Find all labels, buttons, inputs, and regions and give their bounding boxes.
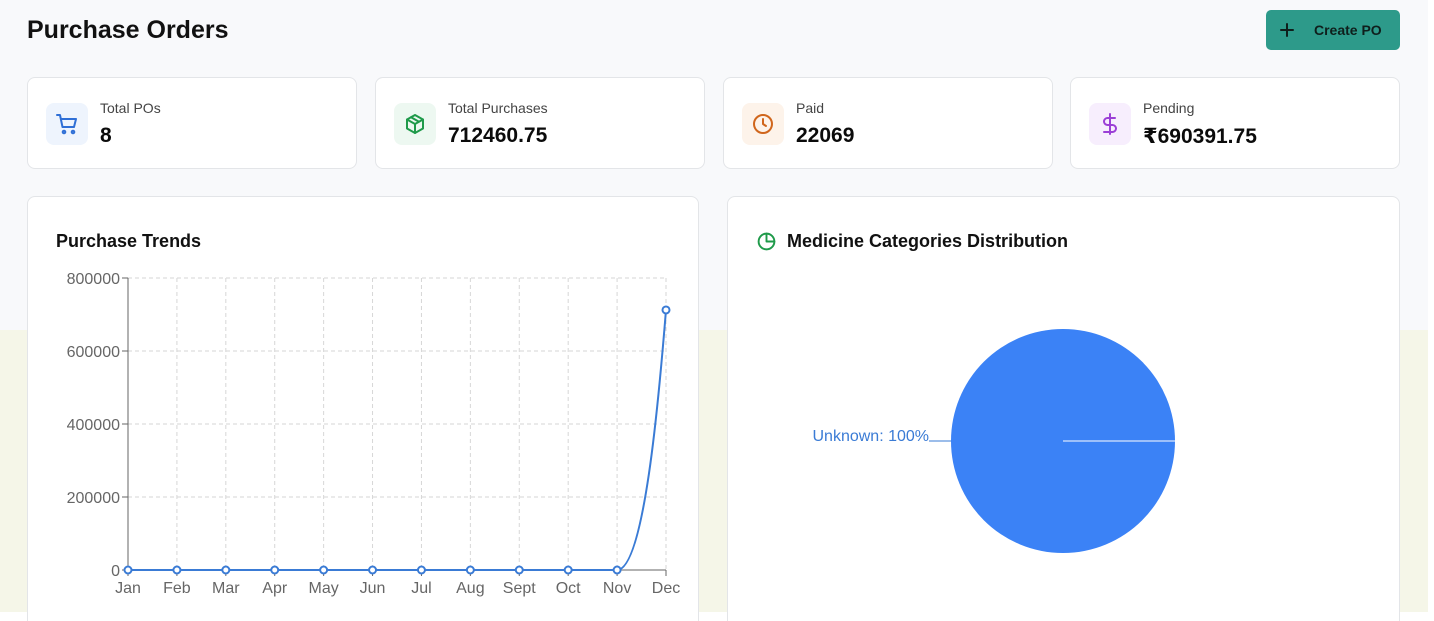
slice-label: Unknown: 100% xyxy=(812,428,929,445)
series-line xyxy=(128,309,667,571)
x-tick-label: Jun xyxy=(360,580,386,597)
stat-value: 22069 xyxy=(796,124,855,147)
stat-value: 712460.75 xyxy=(448,124,548,147)
pie-chart-icon xyxy=(757,232,776,251)
package-icon xyxy=(394,103,436,145)
data-point xyxy=(514,565,524,575)
clock-icon xyxy=(742,103,784,145)
purchase-trends-panel: Purchase Trends xyxy=(27,196,699,621)
create-po-button[interactable]: Create PO xyxy=(1266,10,1400,50)
y-tick-label: 800000 xyxy=(67,271,120,288)
stat-card-total-purchases: Total Purchases 712460.75 xyxy=(375,77,705,169)
page-title: Purchase Orders xyxy=(27,16,229,44)
stat-label: Total Purchases xyxy=(448,100,548,116)
shopping-cart-icon xyxy=(46,103,88,145)
x-tick-label: Oct xyxy=(556,580,581,597)
data-point xyxy=(172,565,182,575)
panel-title: Medicine Categories Distribution xyxy=(787,231,1069,251)
x-tick-label: Aug xyxy=(456,580,484,597)
stat-card-pending: Pending ₹690391.75 xyxy=(1070,77,1400,169)
x-tick-label: May xyxy=(309,580,339,597)
dollar-icon xyxy=(1089,103,1131,145)
data-point xyxy=(123,565,133,575)
purchase-trends-chart: 0 200000 400000 600000 800000 Jan Feb Mar Apr May… xyxy=(67,271,681,597)
x-tick-label: Mar xyxy=(212,580,240,597)
data-point xyxy=(319,565,329,575)
stat-label: Pending xyxy=(1143,100,1195,116)
stat-label: Total POs xyxy=(100,100,161,116)
y-tick-label: 400000 xyxy=(67,417,120,434)
data-point xyxy=(270,565,280,575)
stat-value: ₹690391.75 xyxy=(1143,125,1257,148)
x-tick-label: Jan xyxy=(115,580,141,597)
data-point xyxy=(416,565,426,575)
data-point xyxy=(661,305,671,315)
y-tick-label: 0 xyxy=(111,563,120,580)
create-po-label: Create PO xyxy=(1314,22,1382,38)
x-tick-label: Feb xyxy=(163,580,191,597)
data-point xyxy=(612,565,622,575)
stat-label: Paid xyxy=(796,100,825,116)
data-point xyxy=(563,565,573,575)
stat-card-paid: Paid 22069 xyxy=(723,77,1053,169)
bottom-edge xyxy=(0,612,1434,621)
panel-title: Purchase Trends xyxy=(56,231,202,251)
x-tick-label: Jul xyxy=(411,580,431,597)
stat-value: 8 xyxy=(100,124,112,147)
scrollbar-track xyxy=(1428,0,1434,621)
data-point xyxy=(221,565,231,575)
plus-icon xyxy=(1280,23,1294,37)
y-tick-label: 600000 xyxy=(67,344,120,361)
data-point xyxy=(465,565,475,575)
categories-pie-chart: Unknown: 100% xyxy=(812,329,1175,553)
x-tick-label: Sept xyxy=(503,580,536,597)
x-tick-label: Apr xyxy=(262,580,288,597)
y-tick-label: 200000 xyxy=(67,490,120,507)
x-tick-label: Dec xyxy=(652,580,680,597)
x-tick-label: Nov xyxy=(603,580,631,597)
data-point xyxy=(368,565,378,575)
stat-card-total-pos: Total POs 8 xyxy=(27,77,357,169)
